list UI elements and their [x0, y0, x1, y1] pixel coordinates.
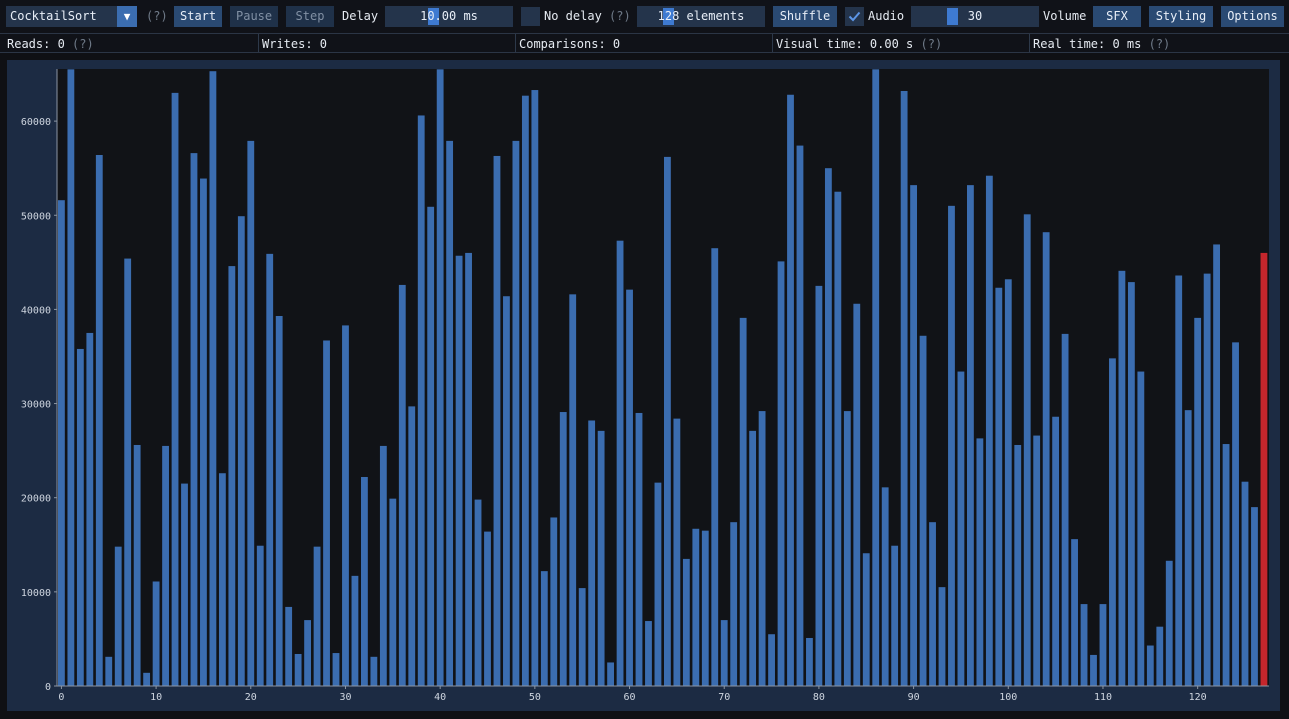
reads-help[interactable]: (?) — [72, 37, 94, 51]
stats-divider — [258, 34, 259, 52]
real-time-help[interactable]: (?) — [1148, 37, 1171, 51]
delay-label: Delay — [342, 9, 379, 23]
audio-label: Audio — [868, 9, 905, 23]
step-button[interactable]: Step — [286, 6, 334, 27]
writes-stat: Writes: 0 — [262, 37, 328, 51]
algorithm-select[interactable]: CocktailSort ▼ — [6, 6, 137, 27]
real-time-value: Real time: 0 ms — [1033, 37, 1142, 51]
visual-time-help[interactable]: (?) — [920, 37, 943, 51]
plot-area — [57, 69, 1269, 686]
checkmark-icon — [848, 11, 861, 22]
comparisons-stat: Comparisons: 0 — [519, 37, 621, 51]
shuffle-button[interactable]: Shuffle — [773, 6, 837, 27]
stats-bar: Reads: 0 (?) Writes: 0 Comparisons: 0 Vi… — [0, 33, 1289, 53]
delay-slider-grab[interactable] — [428, 8, 439, 25]
no-delay-checkbox[interactable] — [521, 7, 540, 26]
volume-value: 30 — [967, 9, 983, 23]
elements-value: 128 elements — [657, 9, 745, 23]
visual-time-value: Visual time: 0.00 s — [776, 37, 914, 51]
options-button[interactable]: Options — [1221, 6, 1284, 27]
chevron-down-icon[interactable]: ▼ — [117, 6, 137, 27]
volume-slider[interactable]: 30 — [911, 6, 1039, 27]
reads-stat: Reads: 0 (?) — [7, 36, 94, 52]
toolbar: CocktailSort ▼ (?) Start Pause Step Dela… — [0, 0, 1289, 33]
no-delay-help[interactable]: (?) — [609, 9, 631, 23]
visual-time-stat: Visual time: 0.00 s (?) — [776, 36, 942, 52]
audio-checkbox[interactable] — [845, 7, 864, 26]
styling-button[interactable]: Styling — [1149, 6, 1213, 27]
elements-slider[interactable]: 128 elements — [637, 6, 765, 27]
algorithm-select-value: CocktailSort — [10, 9, 97, 23]
delay-slider[interactable]: 10.00 ms — [385, 6, 513, 27]
volume-slider-grab[interactable] — [947, 8, 958, 25]
volume-label: Volume — [1043, 9, 1087, 23]
start-button[interactable]: Start — [174, 6, 222, 27]
no-delay-label: No delay — [544, 9, 602, 23]
sfx-button[interactable]: SFX — [1093, 6, 1141, 27]
stats-divider — [1029, 34, 1030, 52]
delay-value: 10.00 ms — [420, 9, 478, 23]
stats-divider — [515, 34, 516, 52]
stats-divider — [772, 34, 773, 52]
real-time-stat: Real time: 0 ms (?) — [1033, 36, 1170, 52]
reads-value: Reads: 0 — [7, 37, 65, 51]
pause-button[interactable]: Pause — [230, 6, 278, 27]
algorithm-help[interactable]: (?) — [146, 9, 168, 23]
elements-slider-grab[interactable] — [663, 8, 674, 25]
